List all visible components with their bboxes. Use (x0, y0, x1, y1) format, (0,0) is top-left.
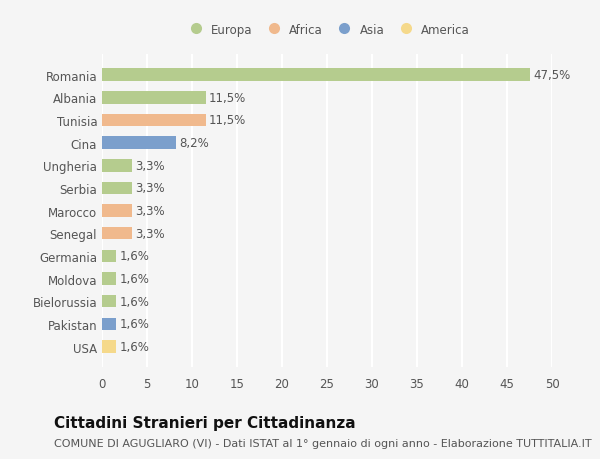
Bar (102, 341, 116, 353)
Bar (102, 92, 205, 104)
Text: 47,5%: 47,5% (533, 69, 571, 82)
Text: 3,3%: 3,3% (136, 182, 165, 195)
Text: 1,6%: 1,6% (120, 250, 150, 263)
Bar (102, 114, 205, 127)
Bar (102, 228, 132, 240)
Text: 1,6%: 1,6% (120, 340, 150, 353)
Text: 3,3%: 3,3% (136, 227, 165, 240)
Bar (102, 137, 176, 150)
Bar (102, 182, 132, 195)
Legend: Europa, Africa, Asia, America: Europa, Africa, Asia, America (184, 23, 470, 36)
Text: 1,6%: 1,6% (120, 295, 150, 308)
Text: 3,3%: 3,3% (136, 205, 165, 218)
Bar (102, 273, 116, 285)
Text: Cittadini Stranieri per Cittadinanza: Cittadini Stranieri per Cittadinanza (54, 415, 356, 431)
Bar (102, 160, 132, 172)
Bar (102, 250, 116, 263)
Bar (102, 295, 116, 308)
Text: 8,2%: 8,2% (179, 137, 209, 150)
Text: 1,6%: 1,6% (120, 273, 150, 285)
Bar (102, 205, 132, 218)
Text: 11,5%: 11,5% (209, 114, 247, 127)
Bar (102, 69, 530, 82)
Text: COMUNE DI AGUGLIARO (VI) - Dati ISTAT al 1° gennaio di ogni anno - Elaborazione : COMUNE DI AGUGLIARO (VI) - Dati ISTAT al… (54, 438, 592, 448)
Text: 1,6%: 1,6% (120, 318, 150, 330)
Bar (102, 318, 116, 330)
Text: 11,5%: 11,5% (209, 92, 247, 105)
Text: 3,3%: 3,3% (136, 159, 165, 173)
